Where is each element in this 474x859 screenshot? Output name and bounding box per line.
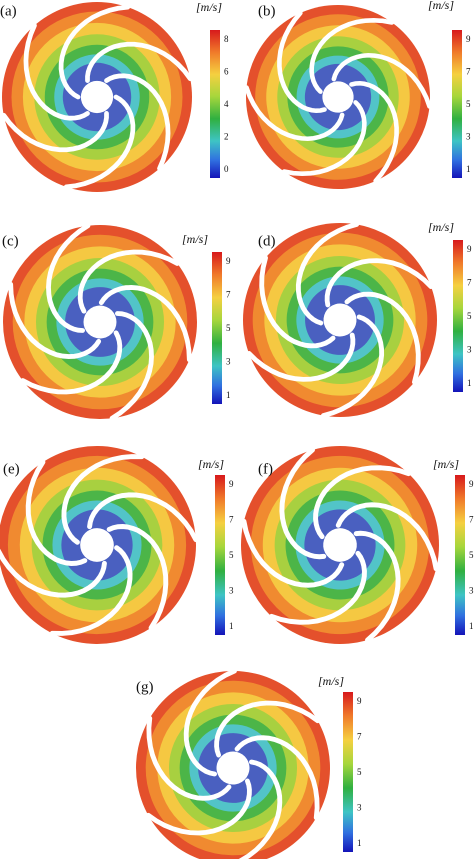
colorbar-unit: [m/s] bbox=[428, 0, 454, 12]
colorbar-tick-label: 4 bbox=[224, 99, 229, 109]
colorbar-tick-label: 3 bbox=[467, 345, 472, 355]
colorbar-tick-label: 1 bbox=[467, 378, 472, 388]
colorbar-tick-label: 6 bbox=[224, 67, 229, 77]
colorbar-tick-label: 7 bbox=[229, 515, 234, 525]
colorbar-tick-label: 3 bbox=[229, 586, 234, 596]
panel-label: (a) bbox=[0, 3, 17, 19]
colorbar-tick-label: 3 bbox=[226, 357, 231, 367]
panel: (b) [m/s] 9 7 5 3 1 bbox=[223, 0, 471, 212]
panel-label: (c) bbox=[2, 233, 19, 249]
colorbar-tick-label: 2 bbox=[224, 132, 229, 142]
colorbar-unit: [m/s] bbox=[196, 0, 222, 14]
colorbar-tick-label: 5 bbox=[229, 550, 234, 560]
colorbar bbox=[453, 240, 463, 392]
colorbar-tick-label: 7 bbox=[467, 278, 472, 288]
colorbar-unit: [m/s] bbox=[318, 674, 344, 688]
colorbar bbox=[210, 30, 220, 178]
colorbar bbox=[215, 475, 225, 635]
panel: (d) [m/s] 9 7 5 3 1 bbox=[204, 184, 474, 457]
colorbar-unit: [m/s] bbox=[433, 457, 459, 471]
colorbar-tick-label: 3 bbox=[357, 803, 362, 813]
panel: (f) [m/s] 9 7 5 3 1 bbox=[233, 438, 474, 653]
contour-plot bbox=[223, 0, 453, 212]
colorbar-tick-label: 7 bbox=[469, 515, 474, 525]
colorbar-tick-label: 7 bbox=[357, 732, 362, 742]
colorbar-tick-label: 9 bbox=[469, 479, 474, 489]
contour-plot bbox=[2, 2, 192, 192]
colorbar-tick-label: 7 bbox=[466, 67, 471, 77]
panel-label: (f) bbox=[258, 461, 273, 477]
panel-label: (g) bbox=[136, 679, 154, 695]
contour-plot bbox=[0, 416, 226, 674]
colorbar-unit: [m/s] bbox=[182, 232, 208, 246]
colorbar-tick-label: 5 bbox=[469, 550, 474, 560]
colorbar bbox=[212, 252, 222, 404]
colorbar bbox=[343, 692, 353, 852]
contour-plot bbox=[0, 187, 235, 456]
panel: (e) [m/s] 9 7 5 3 1 bbox=[0, 416, 234, 674]
panel: (g) [m/s] 9 7 5 3 1 bbox=[118, 653, 362, 859]
colorbar-tick-label: 9 bbox=[466, 34, 471, 44]
panel: (a) [m/s] 8 6 4 2 0 bbox=[0, 0, 229, 192]
colorbar-tick-label: 5 bbox=[226, 323, 231, 333]
colorbar-tick-label: 9 bbox=[226, 256, 231, 266]
colorbar-unit: [m/s] bbox=[198, 457, 224, 471]
colorbar-tick-label: 1 bbox=[226, 390, 231, 400]
colorbar-tick-label: 1 bbox=[357, 838, 362, 848]
colorbar-tick-label: 9 bbox=[229, 479, 234, 489]
colorbar-tick-label: 5 bbox=[467, 311, 472, 321]
colorbar-unit: [m/s] bbox=[428, 220, 454, 234]
colorbar-tick-label: 1 bbox=[466, 164, 471, 174]
colorbar-tick-label: 9 bbox=[357, 696, 362, 706]
colorbar-tick-label: 1 bbox=[469, 621, 474, 631]
colorbar-tick-label: 9 bbox=[467, 244, 472, 254]
colorbar-tick-label: 5 bbox=[357, 767, 362, 777]
colorbar-tick-label: 8 bbox=[224, 34, 229, 44]
panel: (c) [m/s] 9 7 5 3 1 bbox=[0, 187, 235, 456]
panel-label: (d) bbox=[258, 233, 276, 249]
panel-label: (b) bbox=[258, 3, 276, 19]
colorbar-tick-label: 3 bbox=[466, 132, 471, 142]
colorbar bbox=[452, 30, 462, 178]
colorbar-tick-label: 7 bbox=[226, 290, 231, 300]
colorbar-tick-label: 3 bbox=[469, 586, 474, 596]
colorbar-tick-label: 5 bbox=[466, 99, 471, 109]
colorbar-tick-label: 1 bbox=[229, 621, 234, 631]
colorbar-tick-label: 0 bbox=[224, 164, 229, 174]
panel-label: (e) bbox=[3, 461, 20, 477]
colorbar bbox=[455, 475, 465, 635]
